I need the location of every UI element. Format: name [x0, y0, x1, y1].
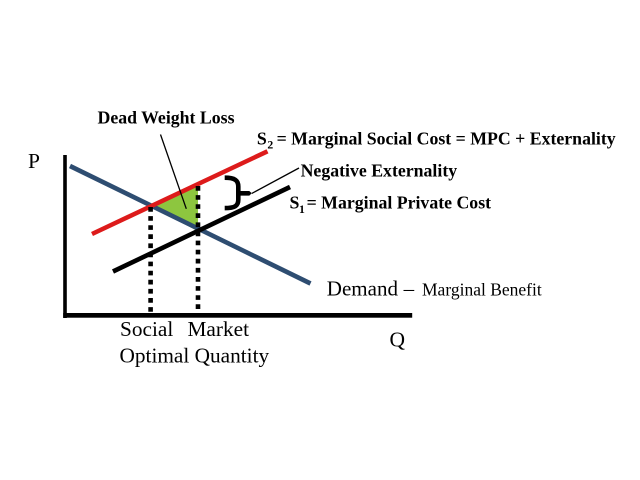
svg-text:Marginal Benefit: Marginal Benefit	[422, 280, 542, 300]
svg-text:Demand: Demand	[327, 276, 399, 300]
svg-text:–: –	[403, 276, 415, 300]
svg-text:Dead Weight Loss: Dead Weight Loss	[98, 108, 235, 128]
svg-text:P: P	[28, 149, 40, 173]
svg-text:Market: Market	[188, 317, 250, 341]
svg-text:Optimal Quantity: Optimal Quantity	[120, 343, 270, 367]
svg-text:S: S	[257, 129, 267, 149]
svg-text:S: S	[290, 192, 300, 212]
svg-text:Social: Social	[120, 317, 173, 341]
svg-text:1: 1	[299, 203, 305, 216]
svg-text:= Marginal Private Cost: = Marginal Private Cost	[307, 192, 492, 212]
svg-text:= Marginal Social Cost = MPC +: = Marginal Social Cost = MPC + Externali…	[277, 129, 616, 149]
svg-text:Negative Externality: Negative Externality	[301, 161, 458, 181]
svg-text:2: 2	[267, 139, 273, 152]
svg-text:Q: Q	[390, 327, 406, 351]
